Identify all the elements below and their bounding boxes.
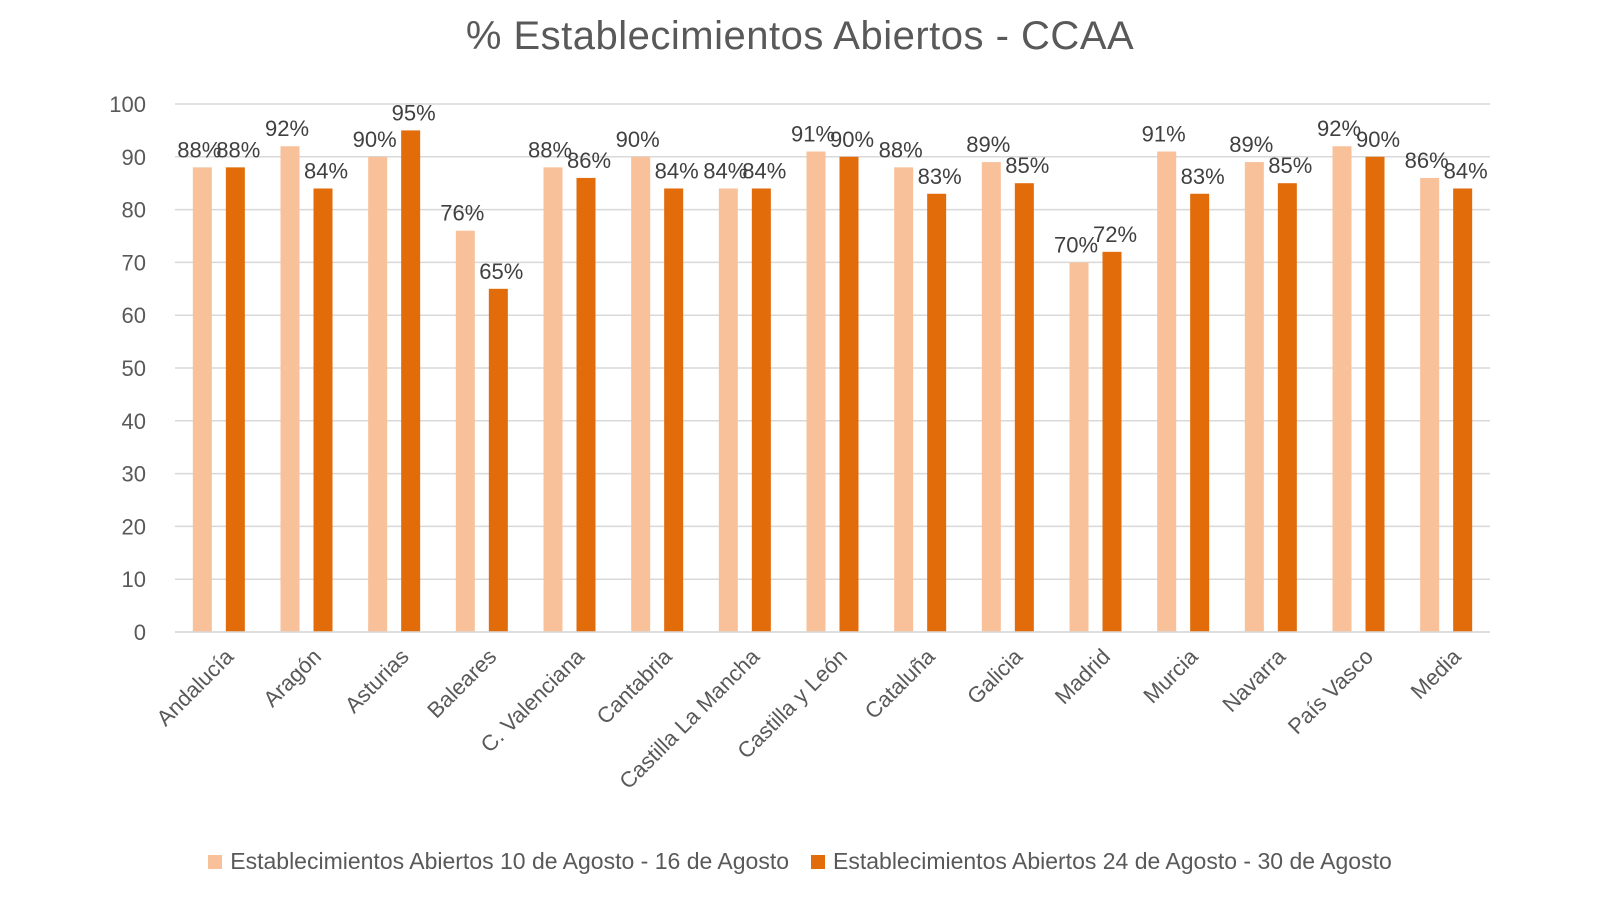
legend-label-series-2: Establecimientos Abiertos 24 de Agosto -…	[833, 848, 1392, 874]
bar-series-1-14	[1420, 177, 1440, 633]
data-label-series-2: 84%	[655, 158, 699, 183]
x-tick-label: Asturias	[340, 644, 414, 718]
data-label-series-2: 85%	[1005, 153, 1049, 178]
legend-swatch-series-1	[208, 854, 223, 869]
data-label-series-1: 89%	[1229, 132, 1273, 157]
data-label-series-1: 84%	[703, 158, 747, 183]
x-tick-label: Baleares	[422, 644, 501, 723]
bar-series-1-3	[455, 230, 475, 632]
bar-series-1-7	[806, 151, 826, 632]
bar-series-1-6	[718, 188, 738, 633]
bars	[192, 130, 1473, 633]
x-tick-label: Media	[1406, 643, 1467, 704]
bar-series-2-11	[1190, 193, 1210, 632]
y-tick-label: 50	[122, 356, 146, 381]
x-tick-label: Cataluña	[860, 643, 940, 723]
y-tick-label: 80	[122, 198, 146, 223]
data-label-series-2: 90%	[830, 127, 874, 152]
bar-series-1-8	[894, 167, 914, 633]
bar-series-2-10	[1102, 251, 1122, 632]
bar-series-2-8	[927, 193, 947, 632]
data-label-series-1: 90%	[616, 127, 660, 152]
y-tick-label: 100	[109, 92, 146, 117]
data-label-series-1: 90%	[353, 127, 397, 152]
data-label-series-2: 72%	[1093, 222, 1137, 247]
bar-series-2-0	[225, 167, 245, 633]
data-label-series-1: 92%	[265, 116, 309, 141]
bar-series-1-13	[1332, 146, 1352, 633]
bar-series-1-0	[192, 167, 212, 633]
bar-series-1-10	[1069, 262, 1089, 632]
data-label-series-1: 70%	[1054, 232, 1098, 257]
x-tick-label: Cantabria	[592, 643, 678, 729]
y-tick-label: 90	[122, 145, 146, 170]
y-tick-label: 40	[122, 409, 146, 434]
data-label-series-2: 85%	[1268, 153, 1312, 178]
bar-series-2-12	[1277, 183, 1297, 632]
bar-series-2-14	[1453, 188, 1473, 633]
data-label-series-1: 76%	[440, 201, 484, 226]
data-label-series-1: 89%	[966, 132, 1010, 157]
data-label-series-2: 84%	[304, 158, 348, 183]
x-tick-label: Andalucía	[151, 643, 238, 730]
data-label-series-2: 90%	[1356, 127, 1400, 152]
data-label-series-1: 86%	[1405, 148, 1449, 173]
legend-label-series-1: Establecimientos Abiertos 10 de Agosto -…	[230, 848, 789, 874]
data-label-series-2: 65%	[479, 259, 523, 284]
legend: Establecimientos Abiertos 10 de Agosto -…	[0, 848, 1600, 875]
x-tick-label: Aragón	[258, 644, 326, 712]
y-tick-label: 10	[122, 567, 146, 592]
data-label-series-1: 88%	[528, 137, 572, 162]
bar-series-2-4	[576, 177, 596, 633]
bar-series-2-2	[401, 130, 421, 632]
bar-series-1-9	[981, 162, 1001, 632]
data-label-series-1: 91%	[1142, 122, 1186, 147]
bar-series-2-6	[751, 188, 771, 633]
bar-series-1-2	[368, 156, 388, 633]
y-tick-label: 20	[122, 514, 146, 539]
data-label-series-1: 92%	[1317, 116, 1361, 141]
x-tick-label: Murcia	[1138, 643, 1203, 708]
bar-series-2-7	[839, 156, 859, 633]
y-tick-label: 0	[134, 620, 146, 645]
data-label-series-2: 88%	[216, 137, 260, 162]
data-label-series-2: 83%	[918, 164, 962, 189]
data-label-series-2: 84%	[1444, 158, 1488, 183]
bar-series-1-12	[1244, 162, 1264, 632]
chart-title: % Establecimientos Abiertos - CCAA	[465, 14, 1135, 58]
y-tick-label: 30	[122, 462, 146, 487]
legend-item-series-1: Establecimientos Abiertos 10 de Agosto -…	[208, 848, 789, 875]
data-label-series-1: 88%	[879, 137, 923, 162]
bar-series-1-5	[631, 156, 651, 633]
bar-series-2-13	[1365, 156, 1385, 633]
data-labels: 88%88%92%84%90%95%76%65%88%86%90%84% 84%8…	[177, 100, 1487, 283]
data-label-series-1: 88%	[177, 137, 221, 162]
data-label-series-2: 84%	[742, 158, 786, 183]
y-tick-label: 70	[122, 250, 146, 275]
gridlines	[175, 103, 1490, 633]
data-label-series-2: 95%	[392, 100, 436, 125]
bar-series-1-1	[280, 146, 300, 633]
data-label-series-2: 86%	[567, 148, 611, 173]
bar-series-1-4	[543, 167, 563, 633]
data-label-series-2: 83%	[1181, 164, 1225, 189]
x-tick-label: País Vasco	[1283, 644, 1378, 739]
y-axis: 0 10 20 30 40 50 60 70 80 90 100	[109, 92, 146, 645]
bar-series-2-5	[664, 188, 684, 633]
bar-series-2-9	[1014, 183, 1034, 632]
x-tick-label: Galicia	[962, 643, 1028, 709]
bar-series-2-3	[488, 288, 508, 632]
bar-series-2-1	[313, 188, 333, 633]
legend-swatch-series-2	[811, 854, 825, 869]
bar-series-1-11	[1157, 151, 1177, 632]
x-tick-label: Madrid	[1050, 644, 1115, 709]
legend-item-series-2: Establecimientos Abiertos 24 de Agosto -…	[811, 848, 1392, 875]
x-tick-label: Navarra	[1217, 643, 1291, 717]
data-label-series-1: 91%	[791, 122, 835, 147]
y-tick-label: 60	[122, 303, 146, 328]
